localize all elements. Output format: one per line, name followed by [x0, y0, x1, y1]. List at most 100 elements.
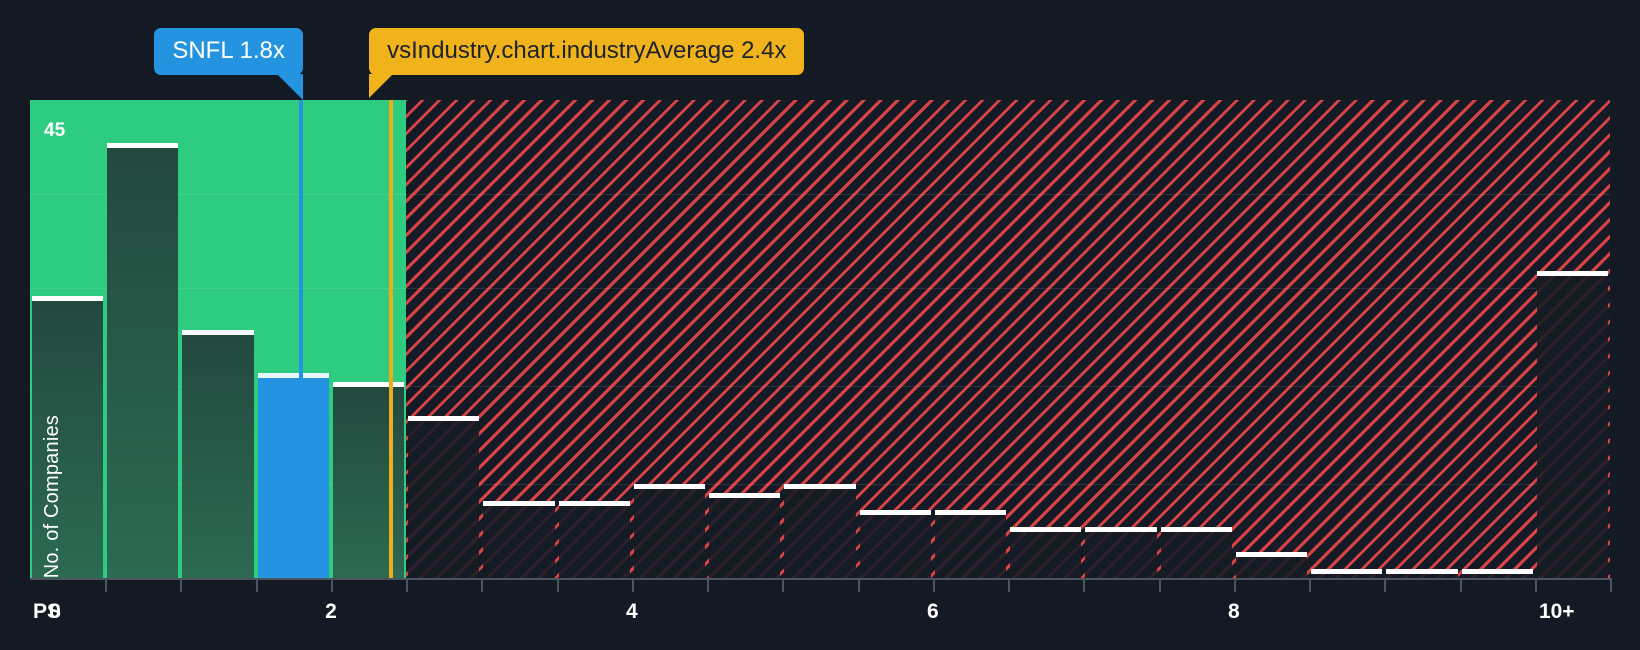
bar[interactable] — [709, 492, 781, 578]
x-axis-tick — [255, 578, 258, 592]
bar[interactable] — [1386, 569, 1458, 578]
industry-average-marker-line — [389, 100, 394, 578]
gridline — [30, 193, 1610, 195]
x-axis-label: 6 — [927, 600, 939, 623]
bar-body — [784, 489, 856, 578]
bar-body — [32, 301, 104, 578]
snfl-callout[interactable]: SNFL 1.8x — [154, 28, 303, 75]
bar[interactable] — [1010, 526, 1082, 578]
x-axis-tick — [180, 578, 183, 592]
bar[interactable] — [483, 501, 555, 578]
bar-body — [1160, 531, 1232, 578]
bar-cap — [859, 509, 931, 515]
bar-cap — [1085, 526, 1157, 532]
bar-cap — [257, 373, 329, 379]
bar-cap — [1311, 569, 1383, 575]
bar-cap — [1160, 526, 1232, 532]
industry-average-callout[interactable]: vsIndustry.chart.industryAverage 2.4x — [369, 28, 805, 75]
bar-cap — [408, 415, 480, 421]
y-axis-label: No. of Companies — [41, 414, 63, 578]
bar[interactable] — [1160, 526, 1232, 578]
bar-body — [182, 335, 254, 578]
x-axis-tick — [481, 578, 484, 592]
x-axis-label: 4 — [626, 600, 638, 623]
bar-body — [1235, 557, 1308, 578]
snfl-marker-line — [298, 100, 303, 578]
bar-cap — [558, 501, 630, 507]
bar[interactable] — [257, 373, 329, 578]
x-axis-tick — [1309, 578, 1312, 592]
x-axis-tick — [1233, 578, 1236, 592]
bar-cap — [32, 296, 104, 302]
bar[interactable] — [859, 509, 931, 578]
x-axis-tick — [1534, 578, 1537, 592]
x-axis-tick — [1384, 578, 1387, 592]
bar-cap — [182, 330, 254, 336]
bar-body — [558, 506, 630, 578]
bar[interactable] — [1235, 552, 1308, 578]
bar-body — [1010, 531, 1082, 578]
bar-body — [633, 489, 706, 578]
x-axis-tick — [105, 578, 108, 592]
x-axis-tick — [330, 578, 333, 592]
bar-cap — [1386, 569, 1458, 575]
bar[interactable] — [1461, 569, 1533, 578]
bar[interactable] — [182, 330, 254, 578]
x-axis-prefix-label: PS — [33, 600, 62, 623]
bar-body — [1536, 275, 1608, 578]
gridline — [30, 287, 1610, 289]
x-axis-line — [30, 578, 1610, 580]
bar-body — [332, 386, 405, 578]
bar[interactable] — [332, 381, 405, 578]
x-axis-label: 10+ — [1538, 600, 1575, 623]
bar-cap — [784, 484, 856, 490]
bar-cap — [1461, 569, 1533, 575]
bar-body — [1085, 531, 1157, 578]
snfl-callout-tail — [276, 74, 303, 100]
bar-cap — [1536, 270, 1608, 276]
bar-body — [408, 420, 480, 578]
bar[interactable] — [934, 509, 1007, 578]
bar-cap — [483, 501, 555, 507]
bar-cap — [709, 492, 781, 498]
x-axis-tick — [707, 578, 710, 592]
industry-average-callout-tail — [369, 74, 394, 98]
bar[interactable] — [633, 484, 706, 578]
bar[interactable] — [107, 142, 179, 578]
bar-cap — [633, 484, 706, 490]
bar-body — [257, 378, 329, 578]
gridline — [30, 385, 1610, 387]
bar-cap — [332, 381, 405, 387]
y-axis-tick-45: 45 — [44, 120, 66, 141]
bar-body — [1386, 574, 1458, 578]
x-axis-label: 2 — [325, 600, 337, 623]
x-axis-tick — [1083, 578, 1086, 592]
bar-cap — [1235, 552, 1308, 558]
bar-body — [1311, 574, 1383, 578]
bar[interactable] — [1311, 569, 1383, 578]
x-axis-tick — [631, 578, 634, 592]
x-axis-tick — [1158, 578, 1161, 592]
x-axis-tick — [406, 578, 409, 592]
bar[interactable] — [784, 484, 856, 578]
bar-body — [1461, 574, 1533, 578]
x-axis-tick — [782, 578, 785, 592]
bar[interactable] — [1085, 526, 1157, 578]
x-axis-tick — [1459, 578, 1462, 592]
x-axis-tick — [857, 578, 860, 592]
x-axis-tick — [556, 578, 559, 592]
x-axis-tick — [1610, 578, 1612, 592]
bar[interactable] — [558, 501, 630, 578]
bar-body — [483, 506, 555, 578]
bar[interactable] — [408, 415, 480, 578]
bar-cap — [107, 142, 179, 148]
x-axis-tick — [1008, 578, 1011, 592]
bar-cap — [1010, 526, 1082, 532]
bar-cap — [934, 509, 1007, 515]
bar-body — [709, 497, 781, 578]
overvalued-zone — [406, 100, 1610, 578]
bar-body — [934, 514, 1007, 578]
bar[interactable] — [1536, 270, 1608, 578]
bar[interactable] — [32, 296, 104, 578]
